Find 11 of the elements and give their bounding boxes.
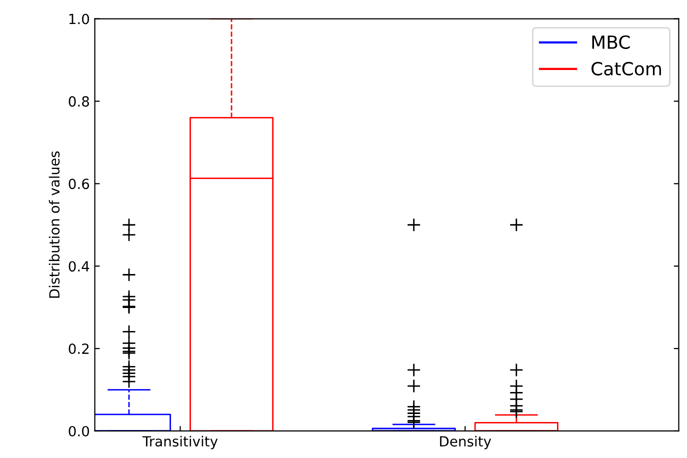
y-tick-label: 0.0 bbox=[68, 426, 90, 436]
legend-label: MBC bbox=[592, 35, 630, 50]
legend-label: CatCom bbox=[592, 62, 661, 76]
y-tick-label: 0.4 bbox=[68, 261, 90, 272]
y-tick-label: 0.6 bbox=[68, 178, 90, 190]
y-tick-label: 0.8 bbox=[68, 96, 89, 107]
x-tick-label: Transitivity bbox=[142, 436, 218, 450]
y-axis-title: Distribution of values bbox=[48, 151, 60, 298]
y-tick-label: 1.0 bbox=[69, 14, 90, 24]
x-tick-label: Density bbox=[440, 436, 492, 450]
y-tick-label: 0.2 bbox=[68, 344, 89, 354]
